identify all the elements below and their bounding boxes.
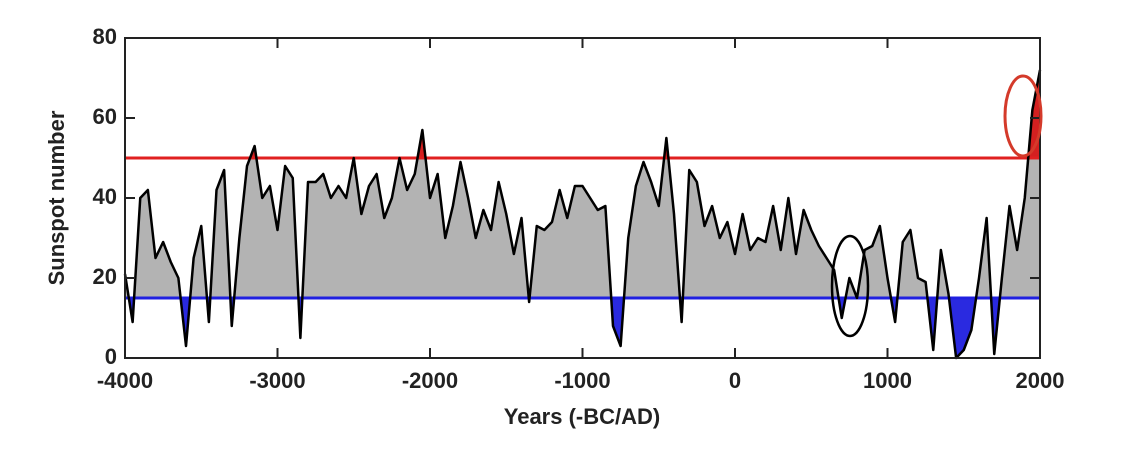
x-tick-label: -2000 bbox=[402, 368, 458, 393]
x-tick-label: 1000 bbox=[863, 368, 912, 393]
plot-area: 0 20 40 60 80 -4000 -3000 -2000 -1000 0 1000 2000 bbox=[93, 24, 1065, 393]
area-mid bbox=[125, 70, 1040, 298]
line bbox=[123, 69, 1042, 360]
y-axis-title: Sunspot number bbox=[44, 110, 69, 285]
y-tick-label: 60 bbox=[93, 104, 117, 129]
y-tick-label: 20 bbox=[93, 264, 117, 289]
annotation-ellipse bbox=[1003, 74, 1043, 158]
x-tick-label: -4000 bbox=[97, 368, 153, 393]
x-axis-title: Years (-BC/AD) bbox=[504, 404, 660, 429]
annotation-ellipse bbox=[830, 234, 870, 338]
y-tick-label: 80 bbox=[93, 24, 117, 49]
x-tick-label: 2000 bbox=[1016, 368, 1065, 393]
x-tick-label: 0 bbox=[729, 368, 741, 393]
x-tick-label: -3000 bbox=[249, 368, 305, 393]
y-tick-label: 0 bbox=[105, 344, 117, 369]
x-tick-label: -1000 bbox=[554, 368, 610, 393]
y-tick-label: 40 bbox=[93, 184, 117, 209]
